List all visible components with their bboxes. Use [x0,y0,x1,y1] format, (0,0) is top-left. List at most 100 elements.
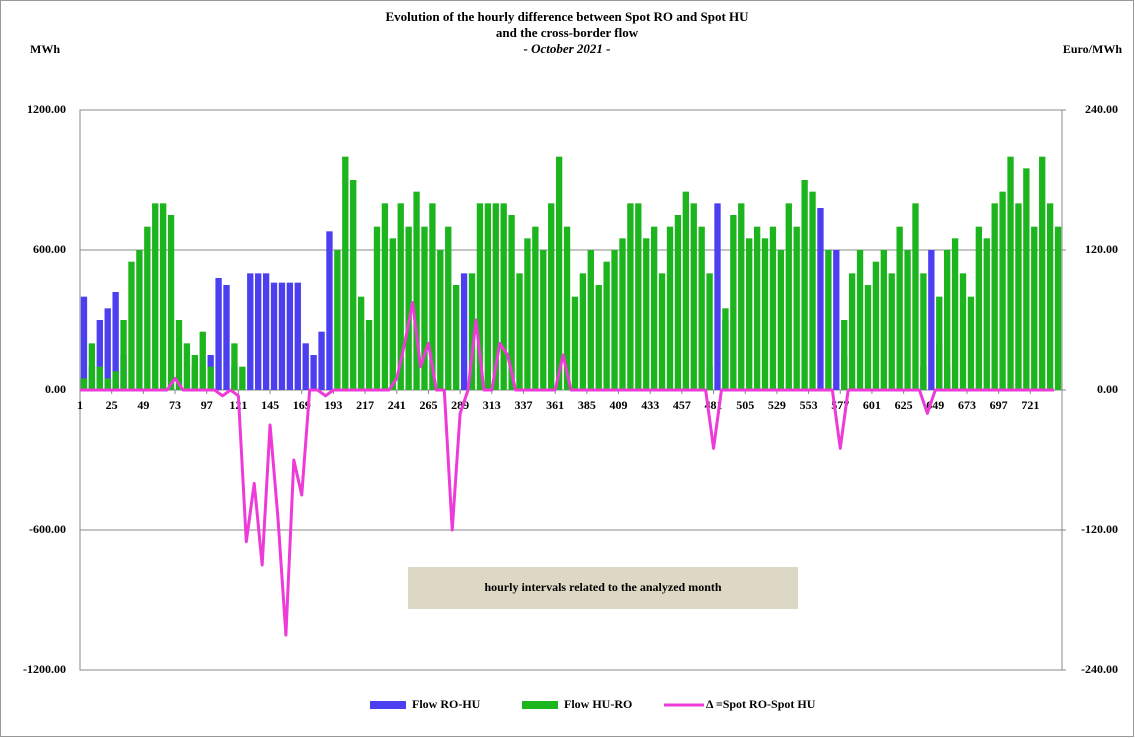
bar [191,355,198,390]
bar [777,250,785,390]
bar [365,320,373,390]
bar [666,226,674,390]
bar [247,273,254,390]
y2-tick-label: 120.00 [1085,242,1118,256]
bar [342,156,349,390]
bar [445,226,452,390]
bar [255,273,262,390]
bar [1015,203,1022,390]
y-tick-label: -600.00 [29,522,66,536]
x-tick-label: 433 [641,398,659,412]
bar [690,203,697,390]
bar [888,273,895,390]
bar [785,203,792,390]
bar [104,378,111,390]
bar [302,343,309,390]
bar [571,296,579,390]
bar [793,226,800,390]
chart-subtitle: - October 2021 - [523,41,610,56]
bar [619,238,626,390]
x-tick-label: 73 [169,398,181,412]
y2-tick-label: 0.00 [1097,382,1118,396]
bar [524,238,531,390]
x-tick-label: 529 [768,398,786,412]
bar [294,282,301,390]
x-tick-label: 361 [546,398,564,412]
bar [318,331,325,390]
bar [484,203,492,390]
bar [453,285,460,390]
bar [801,180,808,390]
bar [183,343,191,390]
x-tick-label: 241 [388,398,406,412]
x-tick-label: 409 [610,398,628,412]
legend-label: Flow HU-RO [564,697,632,711]
bar [381,203,389,390]
bar [983,238,990,390]
bar [492,203,499,390]
bar [350,180,357,390]
bar [896,226,903,390]
bar [753,226,761,390]
x-tick-label: 265 [419,398,437,412]
bar [563,226,571,390]
bar [262,273,270,390]
bar [761,238,769,390]
bar [848,273,856,390]
chart-title: Evolution of the hourly difference betwe… [385,9,749,24]
bar [944,250,951,390]
bar [833,250,840,390]
x-tick-label: 625 [895,398,913,412]
bar [674,215,682,390]
x-tick-label: 697 [990,398,1008,412]
bar [199,331,206,390]
bar [120,320,127,390]
bar [421,226,428,390]
bar [405,226,412,390]
bar [904,250,911,390]
y-axis-label: MWh [30,42,60,56]
bar [128,261,135,390]
x-tick-label: 505 [736,398,754,412]
x-tick-label: 97 [201,398,213,412]
x-tick-label: 673 [958,398,976,412]
bar [437,250,444,390]
chart-title: and the cross-border flow [496,25,639,40]
bar [809,191,816,390]
bar [1039,156,1046,390]
bar [698,226,705,390]
bar [104,308,111,390]
bar [468,273,476,390]
legend-swatch [370,701,406,709]
bar [928,250,935,390]
bar [1054,226,1062,390]
x-tick-label: 313 [483,398,501,412]
bar [912,203,919,390]
y2-axis-label: Euro/MWh [1063,42,1122,56]
bar [532,226,539,390]
legend-swatch [522,701,558,709]
bar [555,156,563,390]
bar [722,308,729,390]
bar [706,273,713,390]
bar [144,226,151,390]
bar [999,191,1006,390]
bar [429,203,436,390]
bar [270,282,278,390]
bar [864,285,872,390]
bar [841,320,848,390]
bar [611,250,618,390]
x-tick-label: 601 [863,398,881,412]
bar [334,250,341,390]
bar [658,273,666,390]
bar [278,282,286,390]
x-tick-label: 145 [261,398,279,412]
bar [856,250,864,390]
bar [231,343,238,390]
bar [310,355,317,390]
bar [635,203,642,390]
bar [951,238,959,390]
legend-label: Flow RO-HU [412,697,481,711]
